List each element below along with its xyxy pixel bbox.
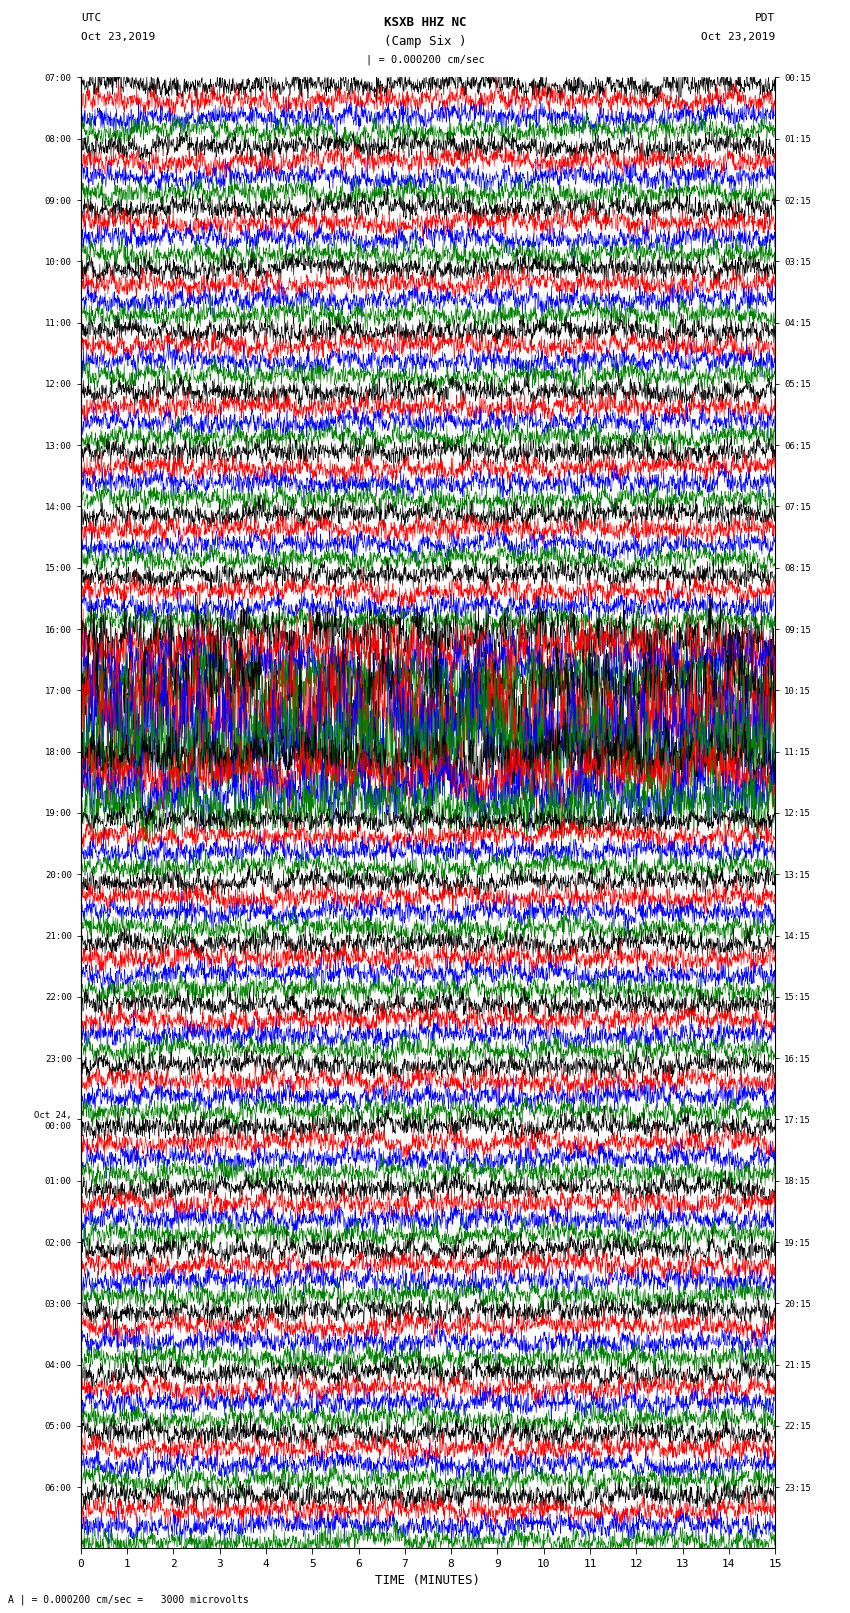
Text: Oct 23,2019: Oct 23,2019 xyxy=(81,32,155,42)
X-axis label: TIME (MINUTES): TIME (MINUTES) xyxy=(376,1574,480,1587)
Text: UTC: UTC xyxy=(81,13,101,23)
Text: | = 0.000200 cm/sec: | = 0.000200 cm/sec xyxy=(366,55,484,66)
Text: (Camp Six ): (Camp Six ) xyxy=(383,35,467,48)
Text: PDT: PDT xyxy=(755,13,775,23)
Text: Oct 23,2019: Oct 23,2019 xyxy=(701,32,775,42)
Text: KSXB HHZ NC: KSXB HHZ NC xyxy=(383,16,467,29)
Text: A | = 0.000200 cm/sec =   3000 microvolts: A | = 0.000200 cm/sec = 3000 microvolts xyxy=(8,1594,249,1605)
